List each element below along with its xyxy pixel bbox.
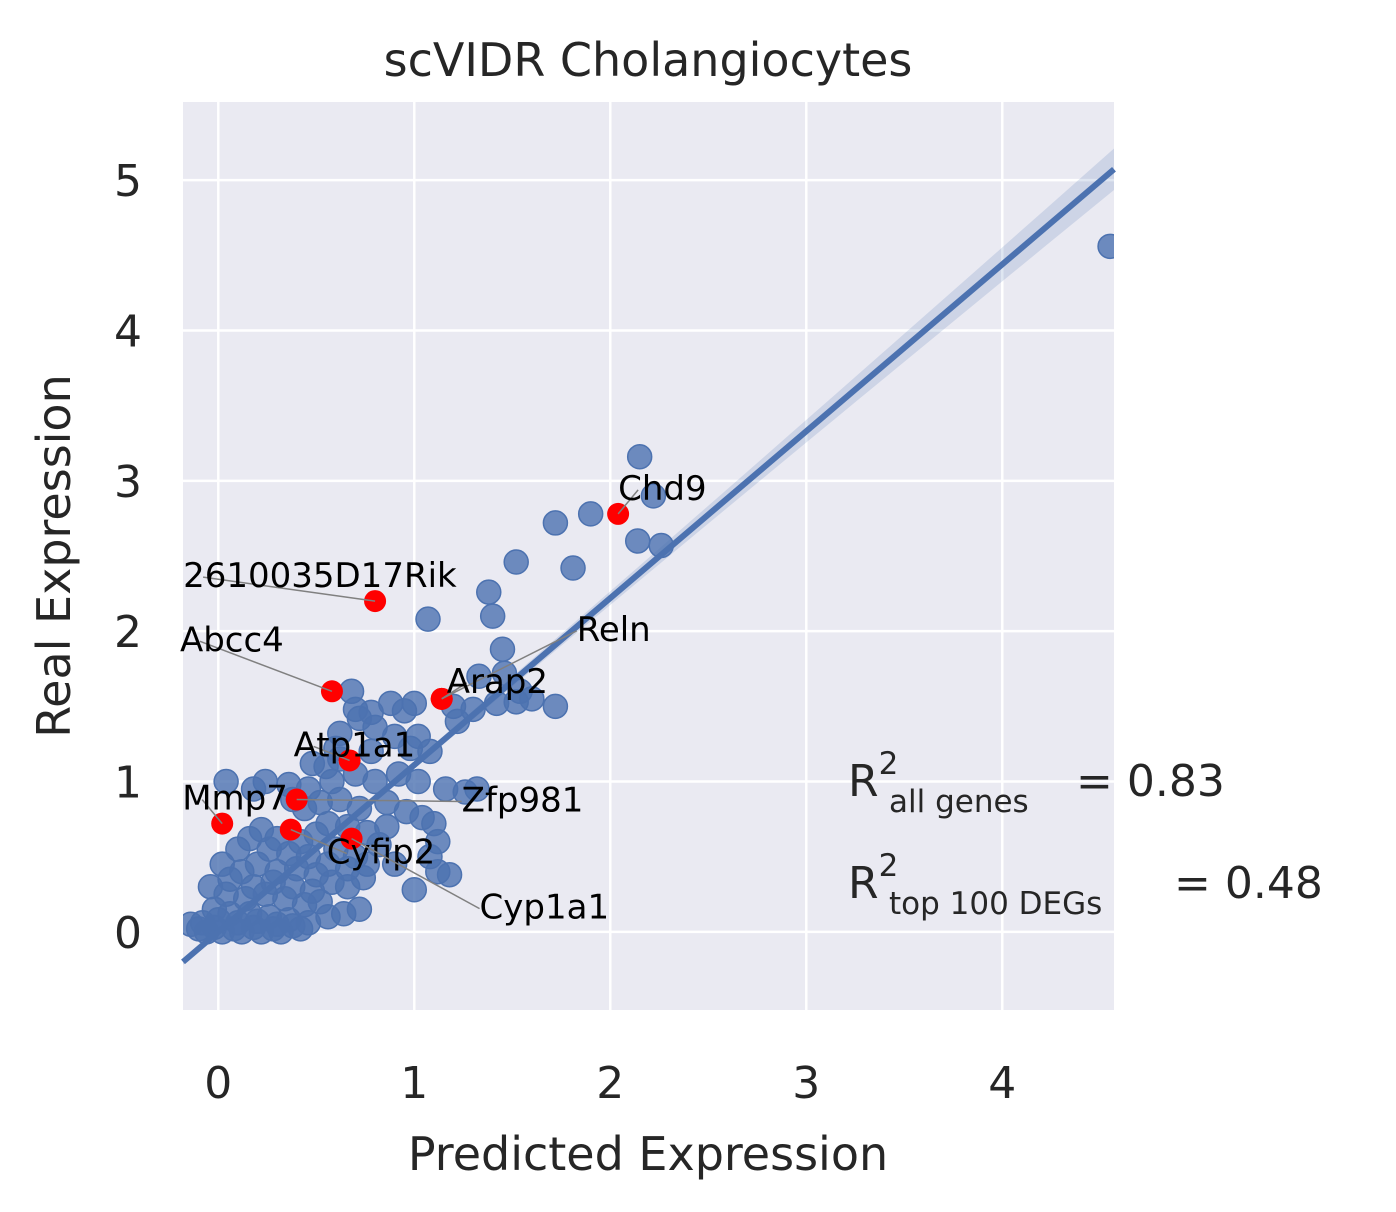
gene-label-mmp7: Mmp7 (182, 779, 288, 819)
data-point (256, 836, 282, 862)
highlighted-points (211, 502, 630, 850)
y-tick-label: 1 (114, 757, 142, 808)
data-point (330, 901, 357, 927)
gene-labels: Chd9 2610035D17Rik Abcc4 Reln Arap2 Atp1a1Mmp… (180, 469, 707, 928)
gene-label-zfp981: Zfp981 (462, 781, 584, 821)
data-point (354, 851, 380, 877)
r2-all-value: = 0.83 (1076, 756, 1225, 807)
leader-line-zfp981 (296, 798, 462, 803)
leader-line-abcc4 (199, 640, 333, 692)
fit-line (181, 166, 1116, 965)
data-point (405, 768, 431, 795)
r2-all-sup: 2 (879, 746, 899, 782)
data-point (401, 876, 428, 903)
r2-top-sub: top 100 DEGs (889, 886, 1102, 922)
x-tick-label: 0 (204, 1058, 232, 1109)
r2-top-sup: 2 (879, 848, 899, 884)
y-tick-label: 3 (114, 457, 142, 508)
data-point (560, 555, 586, 581)
gene-label-abcc4: Abcc4 (180, 620, 284, 660)
gridlines (183, 102, 1114, 1010)
data-point (640, 483, 667, 509)
svg-text:R2: R2 (848, 746, 898, 807)
gene-label-arap2: Arap2 (447, 662, 548, 702)
leader-line-mmp7 (201, 799, 223, 825)
y-axis-label: Real Expression (27, 374, 81, 738)
data-point (213, 768, 239, 795)
data-point (542, 693, 569, 720)
x-tick-label: 3 (792, 1058, 820, 1109)
y-tick-label: 4 (114, 307, 142, 358)
regression-line (181, 166, 1116, 965)
y-tick-label: 0 (114, 908, 142, 959)
r2-all-sub: all genes (889, 784, 1029, 820)
data-point (299, 878, 326, 904)
leader-line-cyp1a1 (351, 837, 480, 910)
r2-top-degs: R2 top 100 DEGs = 0.48 (848, 848, 1323, 922)
data-point (1097, 233, 1114, 260)
y-tick-label: 2 (114, 607, 142, 658)
gene-label-cyfip2: Cyfip2 (327, 833, 436, 873)
data-point (503, 549, 529, 575)
data-point (577, 501, 604, 527)
data-point (489, 636, 516, 662)
gene-label-chd9: Chd9 (618, 469, 707, 509)
svg-text:R2: R2 (848, 848, 898, 909)
data-point (464, 776, 490, 802)
leader-line-atp1a1 (313, 745, 350, 762)
data-point (299, 750, 326, 777)
data-point (397, 735, 424, 762)
r2-top-symbol: R (848, 858, 879, 909)
gene-label-reln: Reln (577, 610, 651, 650)
leader-line-arap2 (441, 682, 468, 700)
data-point (240, 776, 267, 802)
data-point (264, 911, 290, 938)
r2-all-symbol: R (848, 756, 879, 807)
x-tick-label: 4 (988, 1058, 1016, 1109)
leader-line-reln (441, 630, 578, 700)
chart-title: scVIDR Cholangiocytes (384, 33, 913, 87)
data-point (479, 603, 506, 629)
leader-line-2610035d17rik (202, 576, 376, 602)
data-point (626, 444, 653, 470)
x-tick-labels: 0 1 2 3 4 (204, 1058, 1016, 1109)
data-point (358, 738, 384, 765)
y-tick-labels: 0 1 2 3 4 5 (114, 156, 142, 959)
data-point (624, 528, 651, 554)
y-tick-label: 5 (114, 156, 142, 207)
data-point (542, 510, 569, 536)
gene-label-2610035d17rik: 2610035D17Rik (183, 556, 457, 596)
x-tick-label: 2 (596, 1058, 624, 1109)
leader-line-cyfip2 (290, 828, 348, 855)
leader-line-chd9 (617, 489, 639, 515)
r2-all-genes: R2 all genes = 0.83 (848, 746, 1225, 820)
data-point (362, 768, 388, 795)
data-point (476, 579, 502, 605)
data-point (217, 866, 243, 892)
gene-label-atp1a1: Atp1a1 (294, 725, 416, 765)
x-axis-label: Predicted Expression (408, 1127, 888, 1181)
data-point (415, 606, 441, 632)
r2-top-value: = 0.48 (1174, 858, 1323, 909)
gene-label-cyp1a1: Cyp1a1 (480, 888, 610, 928)
data-point (374, 813, 400, 840)
x-tick-label: 1 (400, 1058, 428, 1109)
data-point (436, 861, 463, 888)
data-point (287, 916, 314, 942)
